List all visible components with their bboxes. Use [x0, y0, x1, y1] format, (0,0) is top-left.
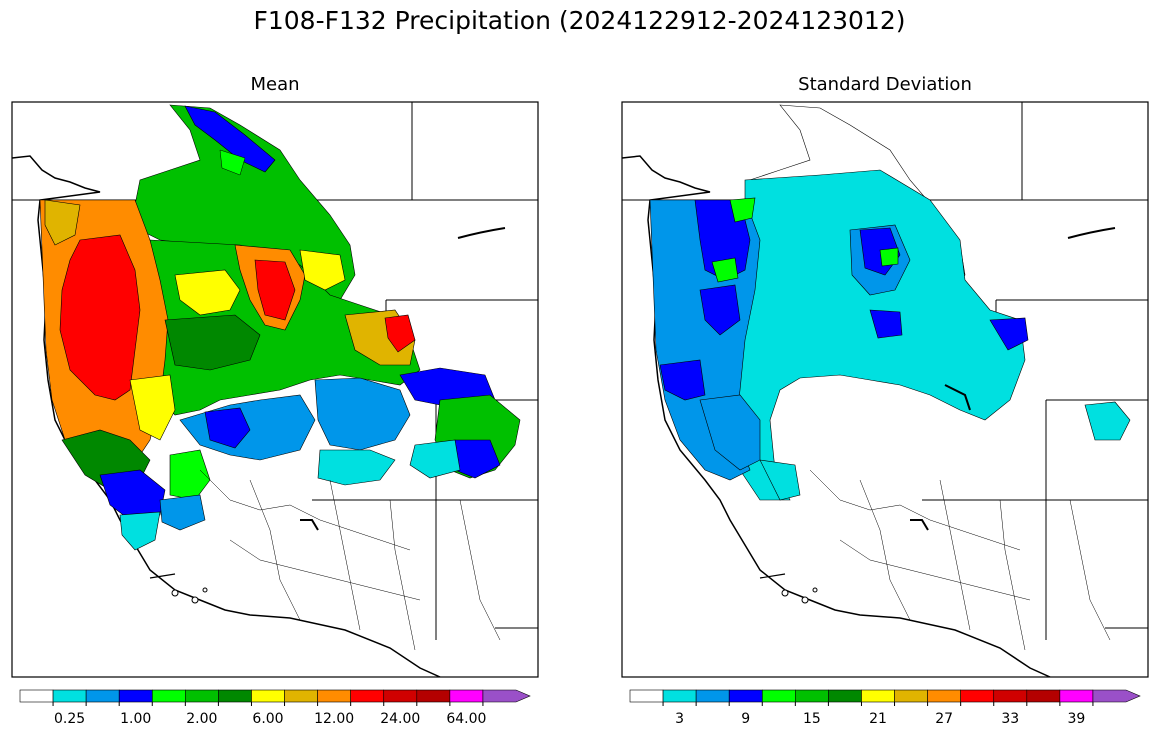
mean-map [12, 102, 538, 677]
colorbar-tick-label: 21 [869, 711, 887, 727]
colorbar-tick-label: 39 [1067, 711, 1086, 727]
colorbar-tick-label: 24.00 [380, 711, 421, 727]
colorbar-swatch [795, 689, 829, 703]
colorbar-swatch [927, 689, 961, 703]
colorbar-swatch [894, 689, 928, 703]
colorbar-swatch [52, 689, 87, 703]
colorbar-swatch [151, 689, 186, 703]
colorbar-swatch [251, 689, 285, 703]
stddev-map [622, 102, 1148, 677]
colorbar-swatch [449, 689, 484, 703]
colorbar-tick-label: 3 [675, 711, 685, 727]
colorbar-swatch [1026, 689, 1061, 703]
mean-map-frame [11, 101, 539, 678]
colorbar-swatch [662, 689, 697, 703]
mean-panel-title: Mean [250, 74, 300, 95]
colorbar-swatch [85, 689, 120, 703]
colorbar-tick-label: 12.00 [314, 711, 355, 727]
colorbar-tick-label: 27 [935, 711, 954, 727]
stddev-coastline [622, 155, 1051, 677]
colorbar-swatch [416, 689, 451, 703]
colorbar-swatch [1092, 689, 1141, 703]
stddev-cyan-region [724, 169, 1026, 501]
colorbar-swatch [728, 689, 763, 703]
colorbar-tick-label: 9 [741, 711, 751, 727]
colorbar-swatch [118, 689, 153, 703]
colorbar-tick-label: 2.00 [186, 711, 218, 727]
colorbar-swatch [629, 689, 664, 703]
colorbar-tick-label: 0.25 [54, 711, 86, 727]
colorbar-swatch [1059, 689, 1094, 703]
colorbar-swatch [861, 689, 895, 703]
colorbar-swatch [350, 689, 385, 703]
colorbar-swatch [284, 689, 318, 703]
colorbar-tick-label: 33 [1001, 711, 1020, 727]
colorbar-swatch [185, 689, 219, 703]
colorbar-swatch [828, 689, 862, 703]
colorbar-tick-label: 15 [802, 711, 821, 727]
colorbar-swatch [482, 689, 531, 703]
mean-colorbar [19, 689, 531, 706]
colorbar-swatch [317, 689, 351, 703]
colorbar-swatch [218, 689, 252, 703]
colorbar-tick-label: 6.00 [252, 711, 284, 727]
colorbar-tick-label: 64.00 [446, 711, 487, 727]
colorbar-swatch [761, 689, 796, 703]
colorbar-swatch [993, 689, 1028, 703]
stddev-colorbar [629, 689, 1141, 706]
colorbar-swatch [383, 689, 418, 703]
colorbar-tick-label: 1.00 [120, 711, 152, 727]
stddev-panel-title: Standard Deviation [798, 74, 972, 95]
stddev-map-frame [621, 101, 1149, 678]
figure-title: F108-F132 Precipitation (2024122912-2024… [253, 6, 906, 35]
colorbar-swatch [960, 689, 995, 703]
colorbar-swatch [695, 689, 730, 703]
colorbar-swatch [19, 689, 54, 703]
